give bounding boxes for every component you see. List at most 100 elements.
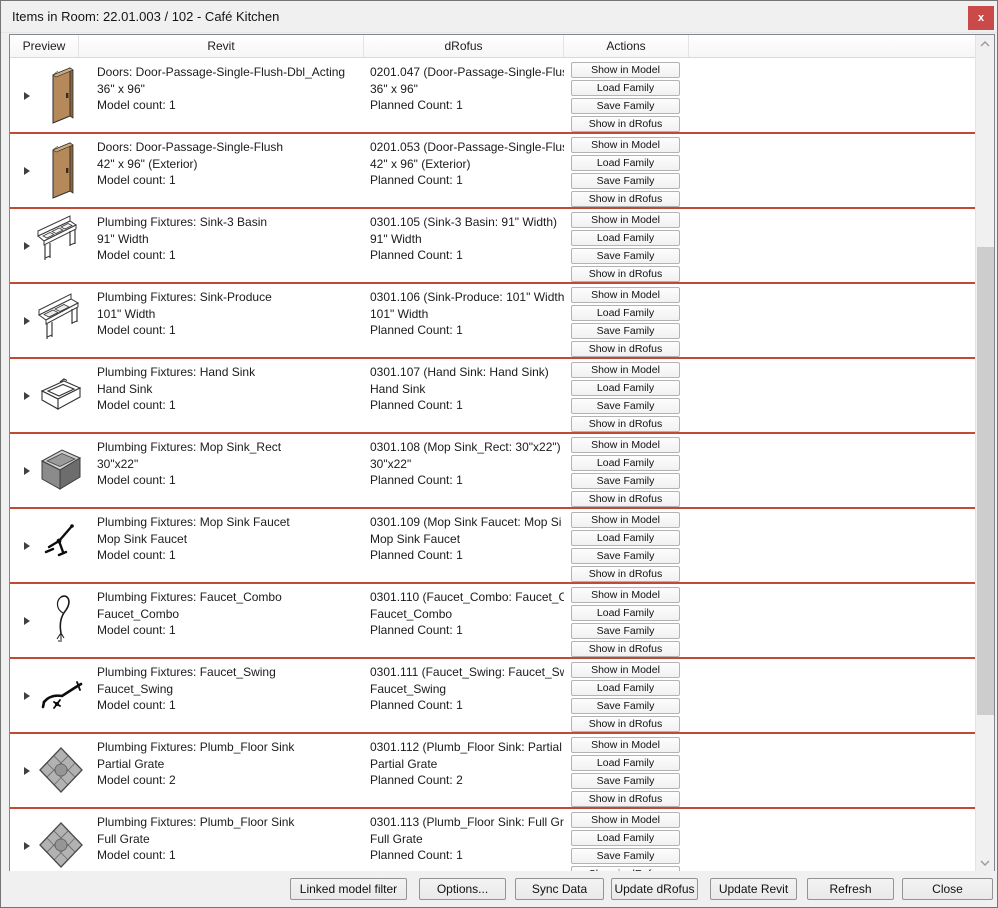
scroll-down-icon[interactable] [976, 854, 994, 871]
update-revit-button[interactable]: Update Revit [710, 878, 797, 900]
load-family-button[interactable]: Load Family [571, 455, 680, 471]
show-in-model-button[interactable]: Show in Model [571, 662, 680, 678]
revit-model-count: Model count: 1 [97, 548, 176, 562]
column-header-preview[interactable]: Preview [10, 35, 79, 57]
load-family-button[interactable]: Load Family [571, 680, 680, 696]
expand-arrow-icon[interactable] [24, 166, 30, 175]
show-in-model-button[interactable]: Show in Model [571, 287, 680, 303]
drofus-cell: 0201.047 (Door-Passage-Single-Flus 36" x… [370, 64, 564, 114]
expand-arrow-icon[interactable] [24, 316, 30, 325]
dialog-title: Items in Room: 22.01.003 / 102 - Café Ki… [12, 9, 280, 24]
expand-arrow-icon[interactable] [24, 841, 30, 850]
expand-arrow-icon[interactable] [24, 241, 30, 250]
save-family-button[interactable]: Save Family [571, 698, 680, 714]
vertical-scrollbar[interactable] [975, 35, 994, 871]
expand-arrow-icon[interactable] [24, 766, 30, 775]
linked-model-filter-button[interactable]: Linked model filter [290, 878, 407, 900]
load-family-button[interactable]: Load Family [571, 380, 680, 396]
load-family-button[interactable]: Load Family [571, 305, 680, 321]
load-family-button[interactable]: Load Family [571, 230, 680, 246]
save-family-button[interactable]: Save Family [571, 548, 680, 564]
expand-arrow-icon[interactable] [24, 91, 30, 100]
drofus-item-id: 0301.110 (Faucet_Combo: Faucet_Co [370, 590, 564, 604]
row-actions: Show in Model Load Family Save Family Sh… [571, 437, 680, 509]
revit-family-name: Plumbing Fixtures: Plumb_Floor Sink [97, 740, 295, 754]
load-family-button[interactable]: Load Family [571, 530, 680, 546]
show-in-model-button[interactable]: Show in Model [571, 137, 680, 153]
save-family-button[interactable]: Save Family [571, 848, 680, 864]
save-family-button[interactable]: Save Family [571, 623, 680, 639]
show-in-drofus-button[interactable]: Show in dRofus [571, 191, 680, 207]
show-in-drofus-button[interactable]: Show in dRofus [571, 641, 680, 657]
drofus-cell: 0301.109 (Mop Sink Faucet: Mop Si Mop Si… [370, 514, 564, 564]
options-button[interactable]: Options... [419, 878, 506, 900]
load-family-button[interactable]: Load Family [571, 755, 680, 771]
scrollbar-thumb[interactable] [977, 247, 994, 715]
expand-arrow-icon[interactable] [24, 541, 30, 550]
revit-type-name: 30"x22" [97, 456, 139, 471]
show-in-drofus-button[interactable]: Show in dRofus [571, 866, 680, 871]
show-in-drofus-button[interactable]: Show in dRofus [571, 341, 680, 357]
show-in-drofus-button[interactable]: Show in dRofus [571, 716, 680, 732]
sync-data-button[interactable]: Sync Data [515, 878, 604, 900]
show-in-model-button[interactable]: Show in Model [571, 812, 680, 828]
show-in-drofus-button[interactable]: Show in dRofus [571, 416, 680, 432]
save-family-button[interactable]: Save Family [571, 773, 680, 789]
update-drofus-button[interactable]: Update dRofus [611, 878, 698, 900]
show-in-drofus-button[interactable]: Show in dRofus [571, 491, 680, 507]
column-header-revit[interactable]: Revit [79, 35, 364, 57]
save-family-button[interactable]: Save Family [571, 398, 680, 414]
row-actions: Show in Model Load Family Save Family Sh… [571, 512, 680, 584]
save-family-button[interactable]: Save Family [571, 473, 680, 489]
drofus-type-name: Faucet_Combo [370, 606, 453, 621]
drofus-type-name: 101" Width [370, 306, 429, 321]
show-in-model-button[interactable]: Show in Model [571, 512, 680, 528]
row-actions: Show in Model Load Family Save Family Sh… [571, 137, 680, 209]
drofus-type-name: Mop Sink Faucet [370, 531, 461, 546]
column-header-actions[interactable]: Actions [564, 35, 689, 57]
show-in-model-button[interactable]: Show in Model [571, 362, 680, 378]
revit-model-count: Model count: 1 [97, 323, 176, 337]
expand-arrow-icon[interactable] [24, 691, 30, 700]
refresh-button[interactable]: Refresh [807, 878, 894, 900]
show-in-model-button[interactable]: Show in Model [571, 437, 680, 453]
revit-type-name: Mop Sink Faucet [97, 531, 188, 546]
drofus-item-id: 0301.107 (Hand Sink: Hand Sink) [370, 365, 549, 379]
show-in-model-button[interactable]: Show in Model [571, 737, 680, 753]
load-family-button[interactable]: Load Family [571, 605, 680, 621]
expand-arrow-icon[interactable] [24, 391, 30, 400]
expand-arrow-icon[interactable] [24, 616, 30, 625]
show-in-drofus-button[interactable]: Show in dRofus [571, 791, 680, 807]
load-family-button[interactable]: Load Family [571, 80, 680, 96]
drofus-cell: 0301.110 (Faucet_Combo: Faucet_Co Faucet… [370, 589, 564, 639]
column-header-drofus[interactable]: dRofus [364, 35, 564, 57]
hand-sink-icon [36, 364, 86, 428]
drofus-planned-count: Planned Count: 1 [370, 623, 463, 637]
revit-model-count: Model count: 1 [97, 398, 176, 412]
expand-arrow-icon[interactable] [24, 466, 30, 475]
load-family-button[interactable]: Load Family [571, 830, 680, 846]
revit-family-name: Plumbing Fixtures: Sink-3 Basin [97, 215, 268, 229]
save-family-button[interactable]: Save Family [571, 248, 680, 264]
close-icon[interactable]: x [968, 6, 994, 30]
save-family-button[interactable]: Save Family [571, 323, 680, 339]
drofus-type-name: 30"x22" [370, 456, 412, 471]
show-in-model-button[interactable]: Show in Model [571, 587, 680, 603]
show-in-model-button[interactable]: Show in Model [571, 62, 680, 78]
drofus-item-id: 0301.112 (Plumb_Floor Sink: Partial [370, 740, 562, 754]
show-in-model-button[interactable]: Show in Model [571, 212, 680, 228]
show-in-drofus-button[interactable]: Show in dRofus [571, 116, 680, 132]
revit-model-count: Model count: 1 [97, 473, 176, 487]
save-family-button[interactable]: Save Family [571, 173, 680, 189]
save-family-button[interactable]: Save Family [571, 98, 680, 114]
close-button[interactable]: Close [902, 878, 993, 900]
load-family-button[interactable]: Load Family [571, 155, 680, 171]
revit-type-name: Faucet_Swing [97, 681, 174, 696]
scroll-up-icon[interactable] [976, 35, 994, 52]
revit-cell: Plumbing Fixtures: Plumb_Floor Sink Part… [97, 739, 359, 789]
revit-family-name: Plumbing Fixtures: Plumb_Floor Sink [97, 815, 295, 829]
show-in-drofus-button[interactable]: Show in dRofus [571, 566, 680, 582]
show-in-drofus-button[interactable]: Show in dRofus [571, 266, 680, 282]
revit-cell: Plumbing Fixtures: Mop Sink_Rect 30"x22"… [97, 439, 359, 489]
